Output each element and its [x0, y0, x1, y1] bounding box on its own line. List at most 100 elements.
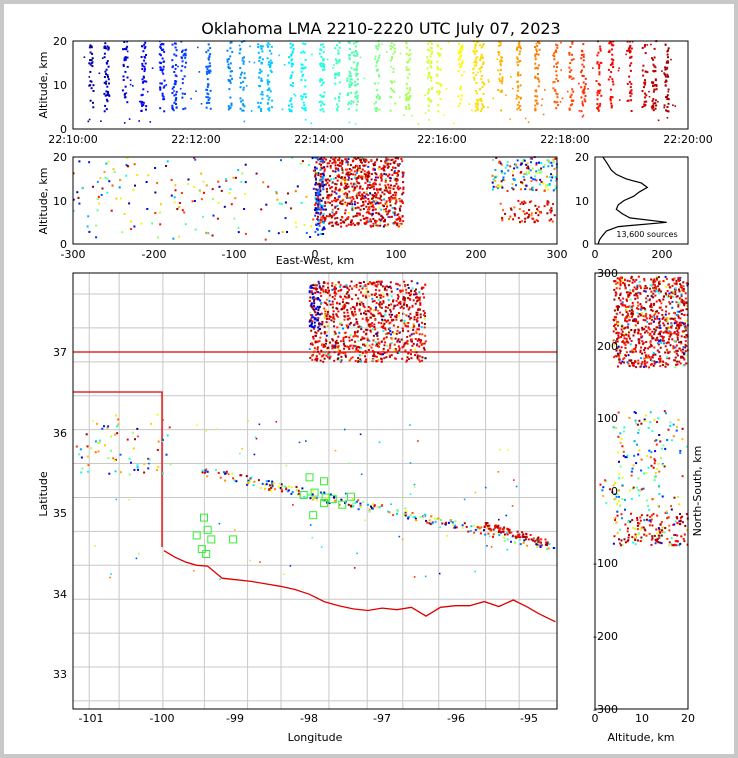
xz-source-point	[384, 177, 387, 180]
xz-source-point	[539, 183, 541, 186]
time-height-source-point	[105, 47, 108, 50]
plan-view-source-point	[390, 303, 393, 306]
xz-source-point	[133, 225, 136, 228]
xz-source-point	[322, 204, 325, 207]
time-height-source-point	[241, 103, 244, 106]
plan-view-source-point	[390, 295, 393, 298]
lma-station-marker	[202, 550, 211, 558]
time-height-source-point	[480, 100, 483, 102]
plan-view-source-point	[156, 469, 158, 471]
xz-source-point	[325, 187, 328, 190]
time-height-source-point	[261, 45, 264, 48]
plan-view-source-point	[361, 354, 364, 357]
plan-view-source-point	[303, 495, 306, 498]
plan-view-source-point	[363, 337, 366, 340]
plan-view-source-point	[286, 490, 289, 493]
time-height-source-point	[355, 41, 358, 44]
plan-view-source-point	[313, 326, 316, 329]
xz-source-point	[346, 217, 349, 220]
xz-source-point	[318, 186, 321, 189]
plan-view-source-point	[514, 541, 516, 544]
time-height-source-point	[350, 78, 353, 81]
xz-source-point	[366, 221, 369, 224]
time-height-source-point	[322, 81, 325, 84]
plan-view-source-point	[314, 341, 317, 344]
xz-source-point	[542, 166, 545, 168]
ns-altitude-source-point	[614, 294, 617, 297]
plan-view-source-point	[128, 473, 131, 476]
plan-view-source-point	[399, 291, 402, 293]
xz-source-point	[396, 187, 399, 190]
xz-source-point	[386, 205, 389, 208]
xz-source-point	[373, 194, 376, 197]
xz-source-point	[365, 211, 368, 214]
time-height-source-point	[409, 87, 412, 89]
plan-view-source-point	[377, 280, 380, 283]
xz-source-point	[530, 188, 533, 191]
time-height-source-point	[399, 96, 401, 99]
xz-source-point	[348, 171, 351, 174]
xz-source-point	[554, 176, 557, 179]
xz-source-point	[362, 164, 365, 167]
ns-altitude-source-point	[643, 357, 646, 360]
plan-view-source-point	[138, 553, 140, 555]
time-height-source-point	[554, 101, 557, 104]
time-height-source-point	[289, 42, 292, 45]
plan-view-source-point	[94, 440, 97, 443]
plan-view-source-point	[365, 318, 368, 321]
ns-altitude-source-point	[622, 358, 625, 361]
plan-view-source-point	[114, 470, 117, 473]
time-height-source-point	[337, 52, 340, 55]
time-height-source-point	[89, 70, 92, 73]
time-height-source-point	[159, 45, 162, 48]
plan-view-source-point	[428, 519, 431, 522]
time-height-source-point	[175, 49, 178, 52]
xz-source-point	[368, 207, 371, 210]
time-height-source-point	[143, 80, 146, 83]
xz-source-point	[325, 179, 328, 182]
plan-view-source-point	[392, 514, 395, 517]
xz-source-point	[330, 193, 333, 196]
ns-altitude-source-point	[684, 336, 687, 339]
altitude-histogram-panel: 13,600 sources 20 10 0 0 200	[575, 151, 689, 261]
plan-view-source-point	[309, 342, 312, 345]
xz-source-point	[550, 179, 553, 182]
lma-station-marker	[229, 535, 238, 544]
time-height-source-point	[430, 60, 433, 63]
xz-source-point	[194, 158, 197, 161]
ns-altitude-source-point	[634, 348, 637, 351]
xz-source-point	[346, 193, 349, 196]
xz-source-point	[497, 184, 500, 187]
xz-source-point	[377, 176, 379, 179]
xz-source-point	[317, 188, 320, 191]
ns-altitude-source-point	[623, 357, 626, 360]
ns-altitude-source-point	[628, 294, 631, 297]
xz-source-point	[319, 203, 322, 206]
xz-source-point	[524, 220, 526, 223]
xz-source-point	[354, 173, 357, 176]
time-height-source-point	[174, 64, 177, 66]
xz-source-point	[315, 198, 318, 201]
ns-altitude-source-point	[629, 298, 632, 301]
plan-view-ylabel: Latitude	[37, 471, 50, 517]
time-height-source-point	[179, 88, 182, 90]
xz-source-point	[509, 215, 512, 218]
plan-view-source-point	[419, 360, 421, 363]
xz-source-point	[334, 167, 337, 170]
plan-view-source-point	[421, 321, 423, 324]
time-height-source-point	[197, 46, 199, 49]
time-height-source-point	[322, 95, 325, 98]
time-height-source-point	[630, 99, 633, 102]
xz-source-point	[385, 157, 388, 160]
ns-altitude-source-point	[623, 282, 626, 285]
time-height-source-point	[162, 60, 165, 63]
plan-view-source-point	[546, 544, 548, 547]
time-height-source-point	[427, 74, 430, 76]
time-height-source-point	[181, 57, 184, 60]
time-height-source-point	[447, 41, 450, 44]
plan-view-source-point	[324, 312, 327, 315]
xz-source-point	[503, 179, 506, 182]
time-height-source-point	[517, 60, 520, 63]
xz-source-point	[323, 208, 326, 211]
plan-view-source-point	[338, 331, 341, 334]
